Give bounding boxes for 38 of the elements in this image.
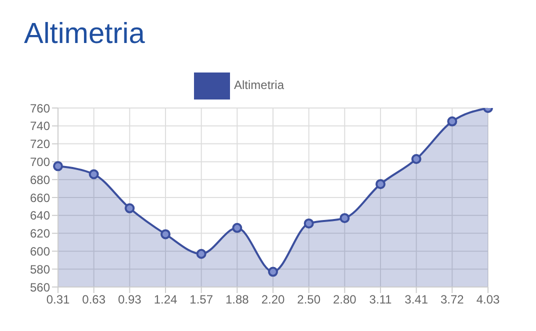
point <box>232 222 242 233</box>
y-tick-label: 660 <box>30 190 50 205</box>
y-tick-label: 760 <box>30 101 50 116</box>
point <box>196 248 206 259</box>
legend-label: Altimetria <box>234 78 284 92</box>
point <box>447 116 458 126</box>
y-tick-label: 700 <box>30 154 50 169</box>
point <box>124 203 135 214</box>
x-tick-label: 1.57 <box>190 292 214 307</box>
point <box>411 154 422 164</box>
y-tick-label: 740 <box>30 119 50 134</box>
x-tick-label: 1.24 <box>154 292 178 307</box>
y-tick-label: 600 <box>30 244 50 258</box>
point <box>160 229 170 240</box>
x-tick-label: 3.72 <box>440 292 464 307</box>
y-tick-label: 620 <box>30 226 50 241</box>
y-tick-label: 640 <box>30 208 50 223</box>
point <box>304 218 314 228</box>
y-tick-label: 580 <box>30 262 50 276</box>
point <box>88 169 99 180</box>
x-tick-label: 1.88 <box>225 292 250 307</box>
x-tick-label: 3.11 <box>369 292 392 307</box>
chart-title: Altimetria <box>24 18 145 51</box>
y-tick-label: 560 <box>30 280 50 294</box>
point <box>53 161 63 172</box>
point <box>268 266 278 277</box>
x-tick-label: 2.20 <box>261 292 285 307</box>
point <box>376 179 386 190</box>
x-tick-label: 4.03 <box>476 292 500 307</box>
x-tick-label: 0.31 <box>46 292 70 307</box>
x-tick-label: 0.93 <box>118 292 142 307</box>
x-tick-label: 2.50 <box>297 292 321 307</box>
x-tick-label: 3.41 <box>404 292 428 307</box>
x-tick-label: 2.80 <box>332 292 357 307</box>
y-tick-label: 680 <box>30 172 50 187</box>
point <box>340 213 350 224</box>
y-tick-label: 720 <box>30 137 50 152</box>
x-tick-label: 0.63 <box>82 292 106 307</box>
